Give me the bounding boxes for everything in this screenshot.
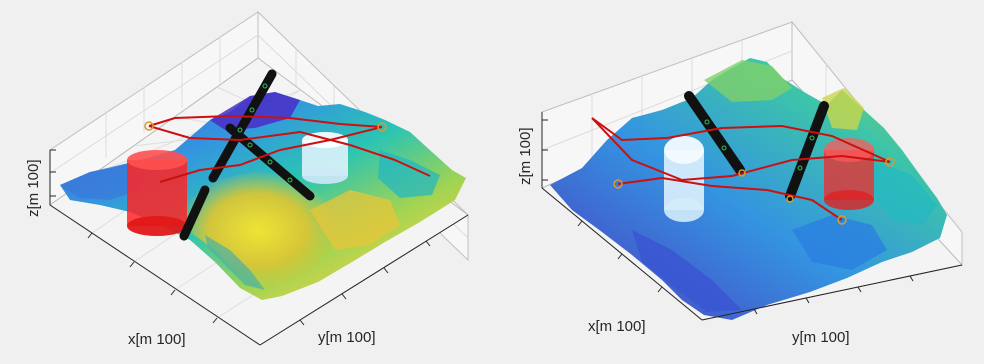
right-rods — [684, 91, 829, 201]
left-plot-panel: x[m 100] y[m 100] z[m 100] — [25, 10, 469, 348]
left-waypoints — [144, 121, 387, 132]
right-path-2 — [617, 177, 843, 221]
right-y-axis-label: y[m 100] — [792, 329, 850, 346]
right-white-cylinder — [664, 136, 704, 222]
right-path-1 — [591, 117, 891, 163]
right-3d-plot: x[m 100] y[m 100] z[m 100] — [517, 20, 963, 346]
right-y-axis — [701, 264, 963, 321]
left-z-axis — [49, 149, 56, 205]
left-rod-markers — [237, 83, 293, 183]
left-red-cylinder — [127, 150, 187, 236]
right-goal-marker-2 — [837, 215, 847, 225]
left-path-1 — [148, 115, 383, 128]
left-path-3 — [159, 126, 383, 183]
right-rod-markers — [704, 119, 815, 171]
left-goal-marker — [377, 122, 387, 132]
right-red-cylinder — [824, 138, 874, 210]
right-plot-panel: x[m 100] y[m 100] z[m 100] — [492, 0, 984, 364]
left-y-axis-label: y[m 100] — [318, 329, 376, 346]
left-rod-1-tail — [179, 185, 210, 241]
left-white-cylinder — [302, 132, 348, 184]
left-z-axis-label: z[m 100] — [25, 159, 42, 217]
right-rod-marker-2 — [786, 195, 794, 203]
right-x-axis — [541, 187, 703, 321]
right-rod-marker-1 — [738, 169, 746, 177]
right-z-axis — [541, 112, 548, 188]
left-path-2 — [148, 125, 431, 177]
left-x-axis-label: x[m 100] — [128, 331, 186, 348]
right-waypoints — [613, 157, 895, 225]
left-x-axis — [49, 204, 261, 346]
right-path-3 — [591, 117, 891, 181]
right-z-axis-label: z[m 100] — [517, 127, 534, 185]
right-rod-1 — [684, 91, 745, 175]
left-rod-1 — [208, 69, 277, 183]
left-y-axis — [259, 214, 469, 346]
left-paths — [148, 115, 431, 183]
left-3d-plot: x[m 100] y[m 100] z[m 100] — [25, 10, 469, 348]
right-x-axis-label: x[m 100] — [588, 318, 646, 335]
right-paths — [591, 117, 891, 221]
right-start-marker — [613, 179, 623, 189]
right-rod-2 — [785, 101, 829, 201]
left-start-marker — [144, 121, 154, 131]
right-goal-marker-1 — [885, 157, 895, 167]
